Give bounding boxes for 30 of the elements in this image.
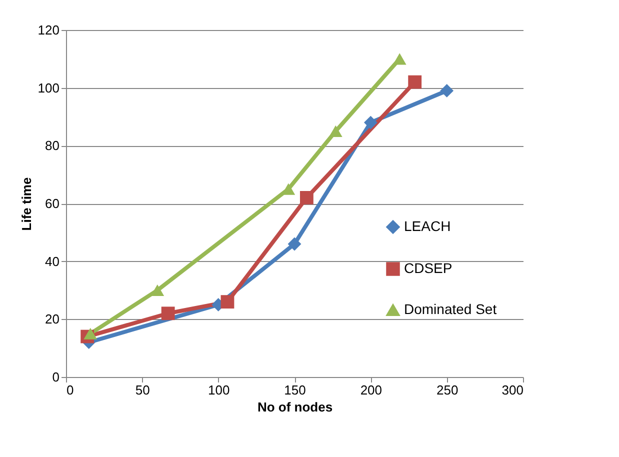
- y-tick-label: 100: [38, 80, 60, 96]
- x-tick-label: 0: [66, 382, 74, 398]
- legend-label: LEACH: [404, 218, 451, 234]
- point: [161, 306, 175, 320]
- x-axis-title: No of nodes: [257, 400, 333, 414]
- y-tick-label: 60: [45, 196, 60, 211]
- y-tick-label: 0: [52, 370, 60, 384]
- point: [300, 191, 314, 204]
- point: [364, 116, 378, 130]
- x-tick-label: 150: [284, 382, 306, 398]
- y-tick-label: 40: [45, 254, 60, 269]
- x-tick-label: 50: [135, 382, 150, 398]
- point: [220, 295, 234, 309]
- x-tick-label: 200: [360, 382, 382, 398]
- y-tick-label: 80: [45, 138, 60, 154]
- y-tick-label: 120: [38, 22, 60, 38]
- legend-label: CDSEP: [404, 260, 452, 276]
- y-tick-label: 20: [45, 312, 60, 327]
- x-tick-label: 250: [436, 382, 458, 398]
- point: [150, 284, 164, 296]
- x-tick-label: 100: [208, 382, 230, 398]
- point: [392, 53, 406, 65]
- legend-label: Dominated Set: [404, 301, 497, 317]
- x-tick-label: 300: [502, 382, 524, 398]
- point: [328, 125, 342, 138]
- point: [408, 75, 422, 89]
- point: [440, 84, 454, 98]
- point: [84, 328, 98, 340]
- point: [288, 237, 302, 251]
- y-axis-title: Life time: [18, 177, 34, 231]
